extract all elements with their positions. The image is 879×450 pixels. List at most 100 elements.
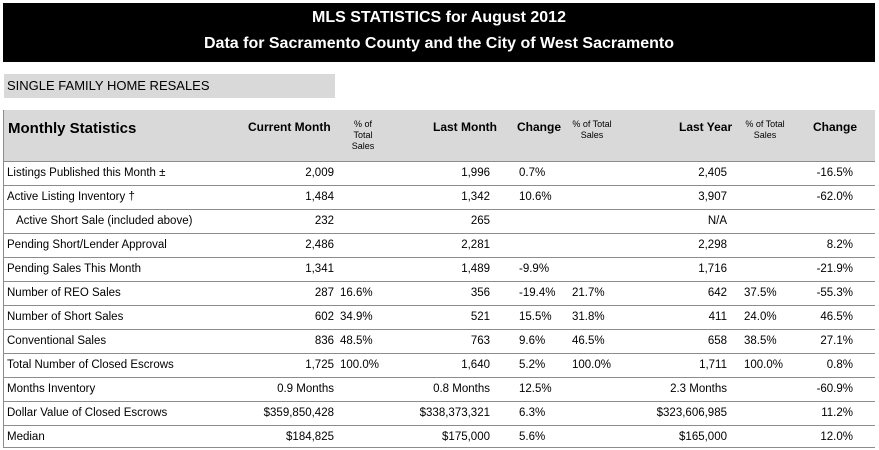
report-title: MLS STATISTICS for August 2012 <box>312 9 566 26</box>
current-month-value: 1,484 <box>305 191 334 203</box>
last-year-pct: 24.0% <box>744 311 777 323</box>
monthly-change: 5.2% <box>519 359 546 371</box>
row-label: Number of REO Sales <box>7 287 121 299</box>
last-year-value: 1,711 <box>699 359 727 371</box>
table-row: Dollar Value of Closed Escrows $359,850,4… <box>4 401 875 425</box>
current-month-value: 836 <box>314 335 334 347</box>
current-month-value: $184,825 <box>286 431 334 443</box>
last-year-value: $323,606,985 <box>656 407 727 419</box>
current-month-pct: 34.9% <box>340 311 373 323</box>
table-header: Monthly Statistics Current Month % of To… <box>4 110 875 161</box>
yearly-change: 46.5% <box>820 311 853 323</box>
last-year-pct: 37.5% <box>744 287 777 299</box>
report-banner: MLS STATISTICS for August 2012 Data for … <box>3 3 875 62</box>
last-month-value: 2,281 <box>461 239 490 251</box>
table-row: Listings Published this Month ± 2,009 1,99… <box>4 161 875 185</box>
last-month-value: 0.8 Months <box>433 383 490 395</box>
yearly-change: -62.0% <box>816 191 853 203</box>
row-label: Dollar Value of Closed Escrows <box>7 407 168 419</box>
table-row: Number of REO Sales 287 16.6% 356 -19.4% 21.7… <box>4 281 875 305</box>
table-row: Pending Short/Lender Approval 2,486 2,281 2… <box>4 233 875 257</box>
last-year-value: 411 <box>708 311 727 323</box>
last-year-value: 3,907 <box>698 191 727 203</box>
last-month-pct: 31.8% <box>572 311 605 323</box>
section-label: SINGLE FAMILY HOME RESALES <box>4 74 335 98</box>
header-pct-line: % of Total <box>745 119 785 129</box>
yearly-change: -16.5% <box>816 167 853 179</box>
current-month-pct: 100.0% <box>340 359 380 371</box>
header-pct-line: Sales <box>351 141 375 151</box>
last-month-value: 1,640 <box>461 359 490 371</box>
last-month-value: $338,373,321 <box>419 407 490 419</box>
current-month-pct: 48.5% <box>340 335 373 347</box>
last-year-pct: 100.0% <box>744 359 784 371</box>
header-pct-line: Sales <box>580 130 604 140</box>
header-pct-line: Total <box>353 130 373 140</box>
header-pct-last-month: % of Total Sales <box>564 119 620 141</box>
last-month-pct: 46.5% <box>572 335 605 347</box>
row-label: Conventional Sales <box>7 335 107 347</box>
current-month-pct: 16.6% <box>340 287 373 299</box>
last-year-value: 1,716 <box>698 263 727 275</box>
header-pct-line: % of Total <box>572 119 612 129</box>
header-current-month: Current Month <box>248 120 331 134</box>
yearly-change: 8.2% <box>826 239 853 251</box>
current-month-value: 287 <box>314 287 334 299</box>
header-pct-line: Sales <box>753 130 777 140</box>
current-month-value: 2,009 <box>305 167 334 179</box>
monthly-change: -9.9% <box>519 263 550 275</box>
yearly-change: 11.2% <box>821 407 853 419</box>
monthly-change: 5.6% <box>519 431 546 443</box>
header-last-year: Last Year <box>679 120 733 134</box>
last-month-value: $175,000 <box>442 431 490 443</box>
last-year-value: $165,000 <box>679 431 727 443</box>
table-row: Total Number of Closed Escrows 1,725 100.0… <box>4 353 875 377</box>
table-row: Active Listing Inventory † 1,484 1,342 10.6… <box>4 185 875 209</box>
yearly-change: 12.0% <box>820 431 853 443</box>
row-label: Total Number of Closed Escrows <box>7 359 174 371</box>
last-month-value: 763 <box>470 335 490 347</box>
last-month-value: 265 <box>470 215 490 227</box>
yearly-change: -60.9% <box>816 383 853 395</box>
header-change-yoy: Change <box>813 120 858 134</box>
row-label: Months Inventory <box>7 383 96 395</box>
header-pct-line: % of <box>353 119 372 129</box>
row-label: Number of Short Sales <box>7 311 124 323</box>
last-year-value: N/A <box>707 215 727 227</box>
monthly-change: -19.4% <box>519 287 556 299</box>
table-row: Pending Sales This Month 1,341 1,489 -9.9% 1… <box>4 257 875 281</box>
header-pct-last-year: % of Total Sales <box>737 119 793 141</box>
table-row: Number of Short Sales 602 34.9% 521 15.5% 31.… <box>4 305 875 329</box>
last-year-pct: 38.5% <box>744 335 777 347</box>
current-month-value: 602 <box>314 311 334 323</box>
header-change: Change <box>517 120 562 134</box>
last-month-value: 521 <box>470 311 490 323</box>
current-month-value: 2,486 <box>305 239 334 251</box>
yearly-change: 27.1% <box>820 335 853 347</box>
report-subtitle: Data for Sacramento County and the City … <box>203 35 674 52</box>
last-month-value: 1,489 <box>461 263 490 275</box>
last-month-value: 1,342 <box>461 191 490 203</box>
yearly-change: -21.9% <box>816 263 853 275</box>
last-year-value: 658 <box>707 335 727 347</box>
header-pct-current: % of Total Sales <box>348 119 378 152</box>
current-month-value: 1,341 <box>305 263 334 275</box>
monthly-change: 10.6% <box>519 191 552 203</box>
header-title: Monthly Statistics <box>8 120 137 137</box>
monthly-change: 6.3% <box>519 407 546 419</box>
row-label: Pending Short/Lender Approval <box>7 239 167 251</box>
current-month-value: 1,725 <box>305 359 334 371</box>
row-label: Pending Sales This Month <box>7 263 142 275</box>
table-row: Conventional Sales 836 48.5% 763 9.6% 46.5% 65… <box>4 329 875 353</box>
last-month-pct: 21.7% <box>572 287 605 299</box>
last-year-value: 2,298 <box>698 239 727 251</box>
row-label: Active Short Sale (included above) <box>16 215 193 227</box>
current-month-value: 232 <box>314 215 334 227</box>
monthly-change: 9.6% <box>519 335 546 347</box>
table-row: Median $184,825 $175,000 5.6% $165,000 12.0% <box>4 425 875 449</box>
yearly-change: -55.3% <box>816 287 853 299</box>
header-last-month: Last Month <box>433 120 497 134</box>
table-row: Months Inventory 0.9 Months 0.8 Months 12.5… <box>4 377 875 401</box>
last-month-value: 1,996 <box>461 167 490 179</box>
monthly-change: 0.7% <box>519 167 546 179</box>
